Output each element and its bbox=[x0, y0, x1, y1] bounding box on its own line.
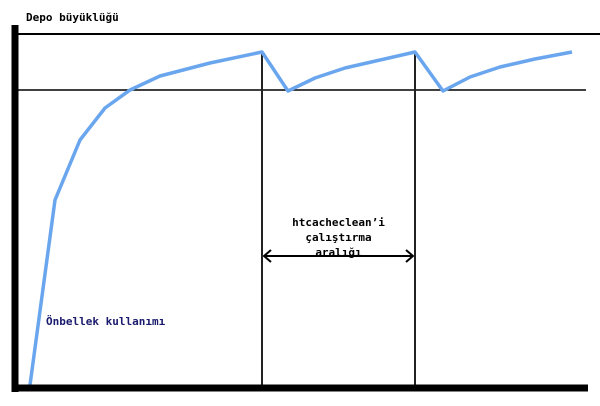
y-axis-label: Depo büyüklüğü bbox=[26, 11, 119, 24]
curve-label: Önbellek kullanımı bbox=[46, 315, 166, 328]
cache-usage-curve bbox=[28, 50, 573, 386]
interval-label-line: aralığı bbox=[315, 246, 362, 259]
arrow-head-right bbox=[405, 249, 415, 263]
interval-label-line: htcacheclean’i bbox=[292, 216, 385, 229]
interval-label-line: çalıştırma bbox=[305, 231, 372, 244]
arrow-head-left bbox=[262, 249, 272, 263]
interval-label: htcacheclean’i çalıştırma aralığı bbox=[262, 215, 415, 260]
